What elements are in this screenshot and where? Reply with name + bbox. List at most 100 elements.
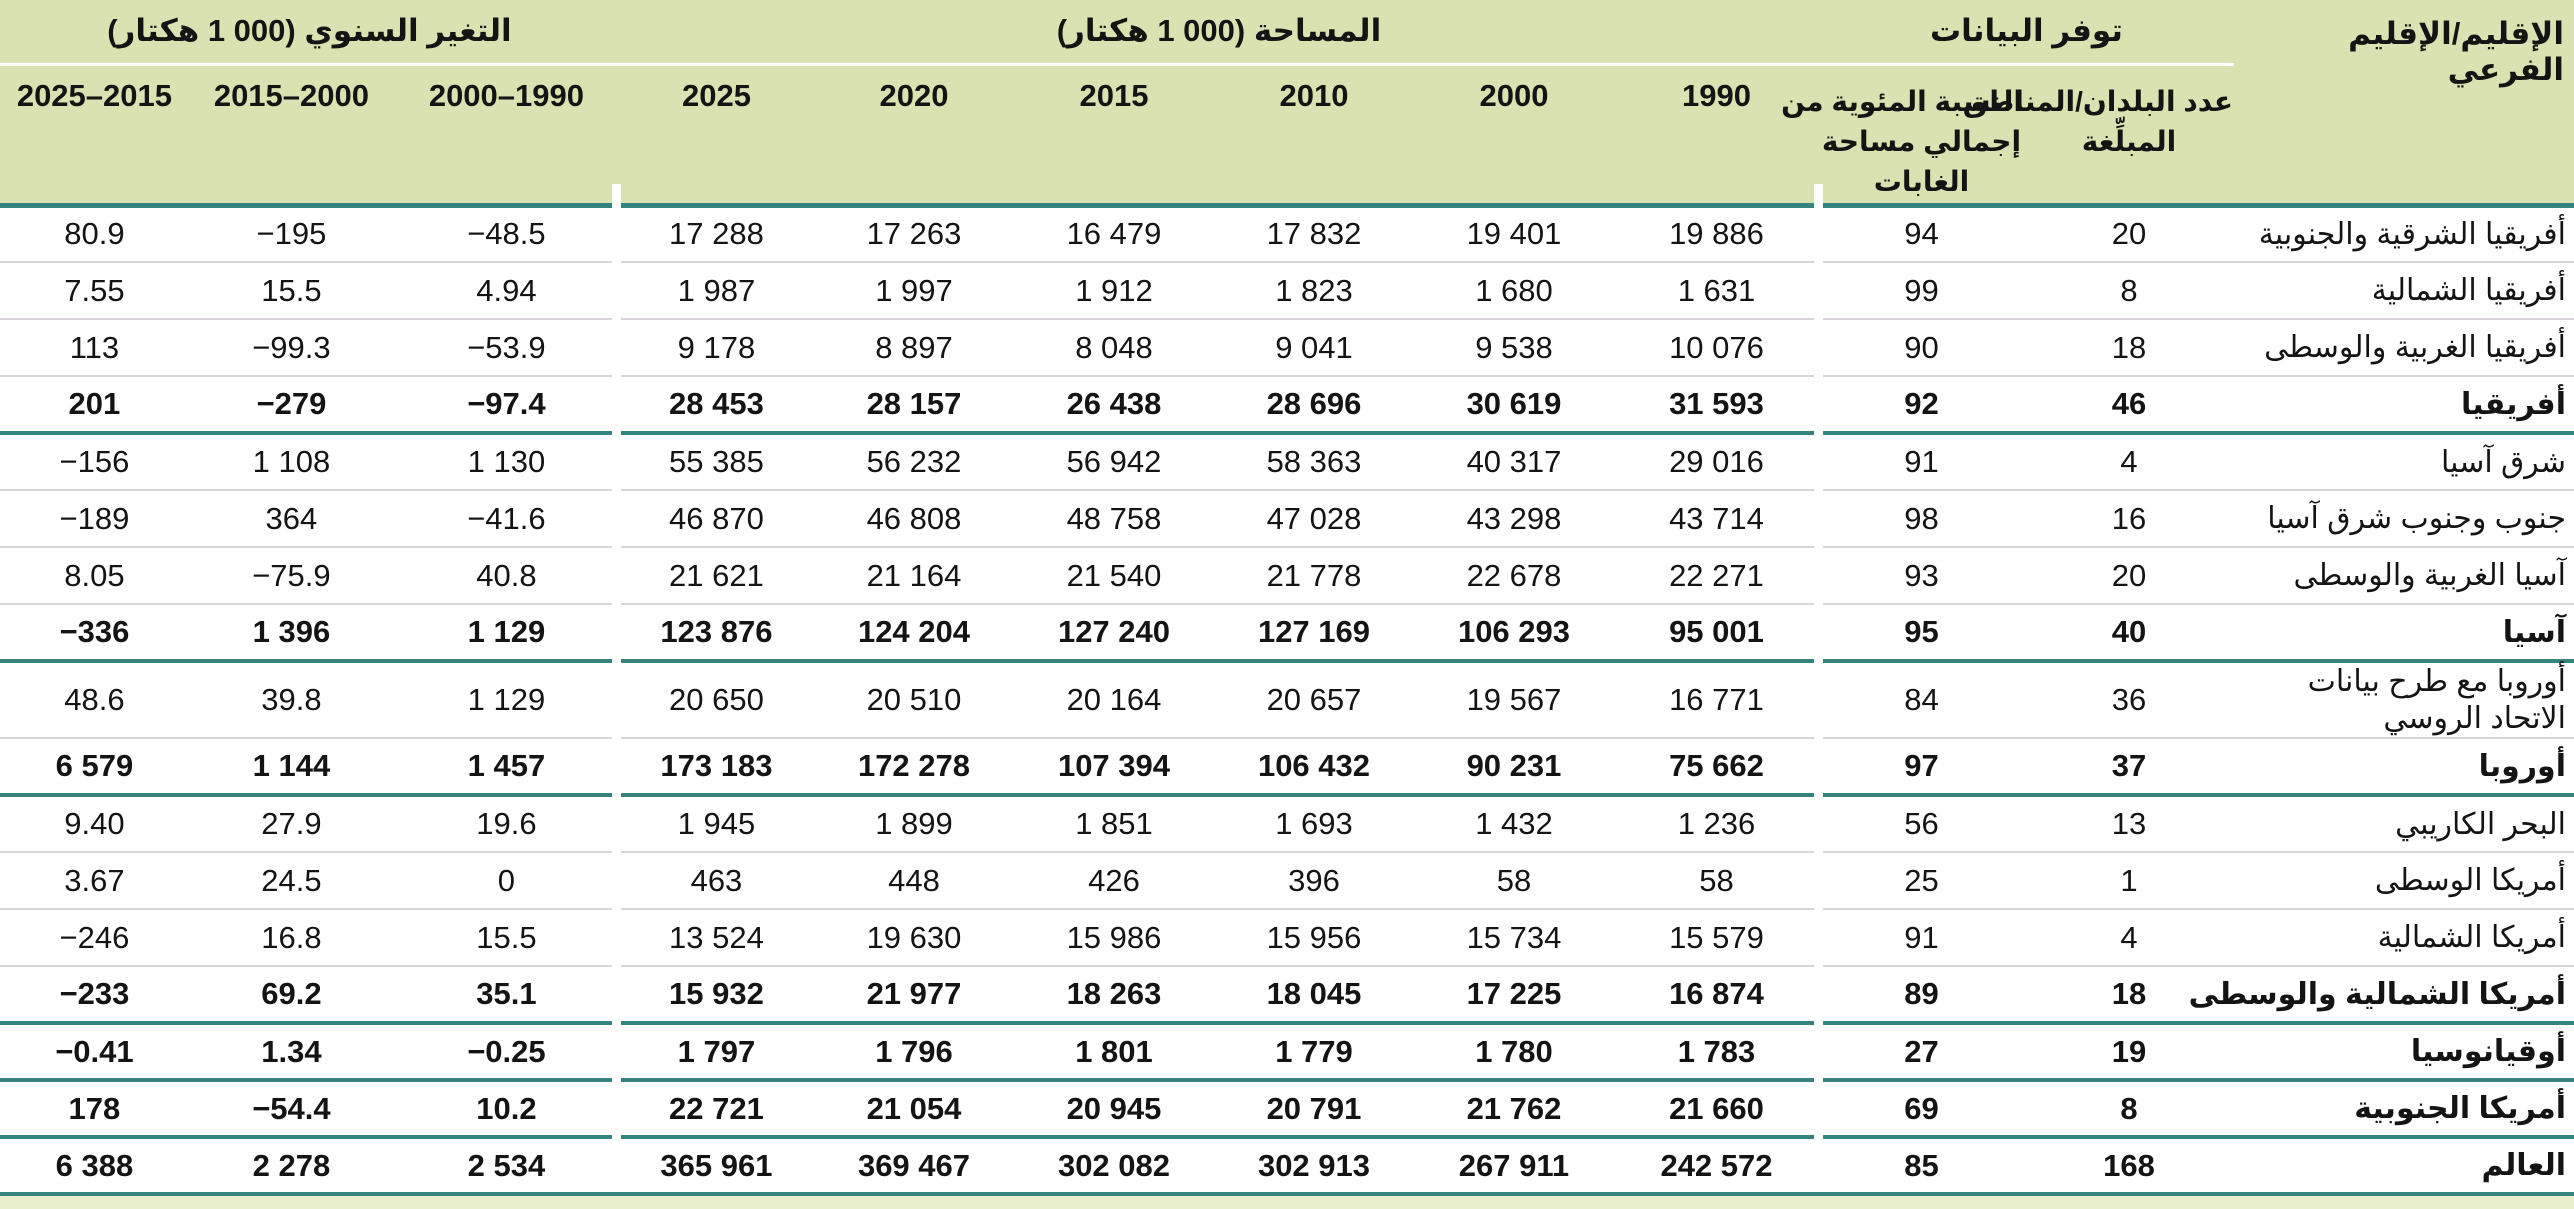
value-cell: 97 xyxy=(1818,737,2024,797)
value-cell: 16 771 xyxy=(1613,661,1819,738)
value-cell: 90 231 xyxy=(1413,737,1614,797)
value-cell: 26 438 xyxy=(1013,375,1214,435)
value-cell: −336 xyxy=(0,603,189,663)
value-cell: 113 xyxy=(0,318,189,376)
table-row: أمريكا الشمالية والوسطى 18 89 16 874 17 225 1… xyxy=(0,965,2574,1025)
value-cell: 15.5 xyxy=(393,908,619,966)
value-cell: 48.6 xyxy=(0,661,189,738)
value-cell: 4.94 xyxy=(393,261,619,319)
value-cell: 24.5 xyxy=(188,851,394,909)
value-cell: 364 xyxy=(188,489,394,547)
value-cell: 31 593 xyxy=(1613,375,1819,435)
value-cell: 15 956 xyxy=(1213,908,1414,966)
value-cell: 302 082 xyxy=(1013,1137,1214,1196)
value-cell: 426 xyxy=(1013,851,1214,909)
value-cell: 1 783 xyxy=(1613,1023,1819,1082)
table-row: أفريقيا الشمالية 8 99 1 631 1 680 1 823 1 912 1… xyxy=(0,261,2574,319)
value-cell: 127 240 xyxy=(1013,603,1214,663)
value-cell: 27 xyxy=(1818,1023,2024,1082)
table-row: العالم 168 85 242 572 267 911 302 913 302 082 3… xyxy=(0,1137,2574,1196)
value-cell: 396 xyxy=(1213,851,1414,909)
value-cell: 58 xyxy=(1413,851,1614,909)
value-cell: 16 479 xyxy=(1013,205,1214,262)
region-cell: آسيا xyxy=(2234,603,2574,663)
value-cell: −97.4 xyxy=(393,375,619,435)
value-cell: 29 016 xyxy=(1613,433,1819,490)
value-cell: 98 xyxy=(1818,489,2024,547)
table-row: أوقيانوسيا 19 27 1 783 1 780 1 779 1 801 1 796 1… xyxy=(0,1023,2574,1082)
table-row: البحر الكاريبي 13 56 1 236 1 432 1 693 1 851 1 … xyxy=(0,795,2574,852)
value-cell: 46 xyxy=(2024,375,2234,435)
region-cell: أوروبا xyxy=(2234,737,2574,797)
value-cell: 173 183 xyxy=(618,737,814,797)
value-cell: −48.5 xyxy=(393,205,619,262)
value-cell: −53.9 xyxy=(393,318,619,376)
value-cell: 1 851 xyxy=(1013,795,1214,852)
region-cell: آسيا الغربية والوسطى xyxy=(2234,546,2574,604)
value-cell: 69.2 xyxy=(188,965,394,1025)
col-header-2015: 2015 xyxy=(1013,64,1214,208)
value-cell: 242 572 xyxy=(1613,1137,1819,1196)
table-row: آسيا 40 95 95 001 106 293 127 169 127 240 124 2… xyxy=(0,603,2574,663)
value-cell: 21 621 xyxy=(618,546,814,604)
table-row: أمريكا الوسطى 1 25 58 58 396 426 448 463 0 24.5 3.6… xyxy=(0,851,2574,909)
value-cell: 22 271 xyxy=(1613,546,1819,604)
value-cell: 15 986 xyxy=(1013,908,1214,966)
region-cell: أفريقيا الغربية والوسطى xyxy=(2234,318,2574,376)
value-cell: 6 388 xyxy=(0,1137,189,1196)
group-header-change: التغير السنوي (1 000 هكتار) xyxy=(0,0,619,66)
value-cell: 127 169 xyxy=(1213,603,1414,663)
value-cell: −246 xyxy=(0,908,189,966)
value-cell: 1 945 xyxy=(618,795,814,852)
group-header-availability: توفر البيانات xyxy=(1818,0,2234,66)
value-cell: 9 178 xyxy=(618,318,814,376)
value-cell: 55 385 xyxy=(618,433,814,490)
value-cell: 69 xyxy=(1818,1080,2024,1139)
value-cell: 463 xyxy=(618,851,814,909)
value-cell: 13 xyxy=(2024,795,2234,852)
value-cell: 15 932 xyxy=(618,965,814,1025)
value-cell: 20 657 xyxy=(1213,661,1414,738)
value-cell: 20 xyxy=(2024,546,2234,604)
col-header-2000: 2000 xyxy=(1413,64,1614,208)
value-cell: 124 204 xyxy=(813,603,1014,663)
region-cell: أمريكا الجنوبية xyxy=(2234,1080,2574,1139)
value-cell: 201 xyxy=(0,375,189,435)
value-cell: 20 791 xyxy=(1213,1080,1414,1139)
value-cell: 95 xyxy=(1818,603,2024,663)
value-cell: 1 823 xyxy=(1213,261,1414,319)
table-row: أفريقيا الغربية والوسطى 18 90 10 076 9 538 9 … xyxy=(0,318,2574,376)
value-cell: 1 396 xyxy=(188,603,394,663)
value-cell: 20 945 xyxy=(1013,1080,1214,1139)
value-cell: 56 942 xyxy=(1013,433,1214,490)
value-cell: 17 832 xyxy=(1213,205,1414,262)
value-cell: −195 xyxy=(188,205,394,262)
col-header-1990-2000: 2000–1990 xyxy=(393,64,619,208)
value-cell: 7.55 xyxy=(0,261,189,319)
value-cell: 1 987 xyxy=(618,261,814,319)
value-cell: 168 xyxy=(2024,1137,2234,1196)
value-cell: 19 567 xyxy=(1413,661,1614,738)
value-cell: 85 xyxy=(1818,1137,2024,1196)
value-cell: 95 001 xyxy=(1613,603,1819,663)
value-cell: 21 977 xyxy=(813,965,1014,1025)
value-cell: 21 762 xyxy=(1413,1080,1614,1139)
value-cell: 40 317 xyxy=(1413,433,1614,490)
value-cell: 1 997 xyxy=(813,261,1014,319)
value-cell: 22 678 xyxy=(1413,546,1614,604)
value-cell: 18 045 xyxy=(1213,965,1414,1025)
value-cell: 28 157 xyxy=(813,375,1014,435)
value-cell: 1 144 xyxy=(188,737,394,797)
value-cell: 4 xyxy=(2024,433,2234,490)
value-cell: 40.8 xyxy=(393,546,619,604)
table-row: أمريكا الجنوبية 8 69 21 660 21 762 20 791 20 9… xyxy=(0,1080,2574,1139)
table-body: أفريقيا الشرقية والجنوبية 20 94 19 886 19 40… xyxy=(0,205,2574,1196)
value-cell: 58 xyxy=(1613,851,1819,909)
value-cell: 6 579 xyxy=(0,737,189,797)
value-cell: 56 xyxy=(1818,795,2024,852)
value-cell: −279 xyxy=(188,375,394,435)
col-header-2025: 2025 xyxy=(618,64,814,208)
value-cell: 8 xyxy=(2024,261,2234,319)
value-cell: 9.40 xyxy=(0,795,189,852)
